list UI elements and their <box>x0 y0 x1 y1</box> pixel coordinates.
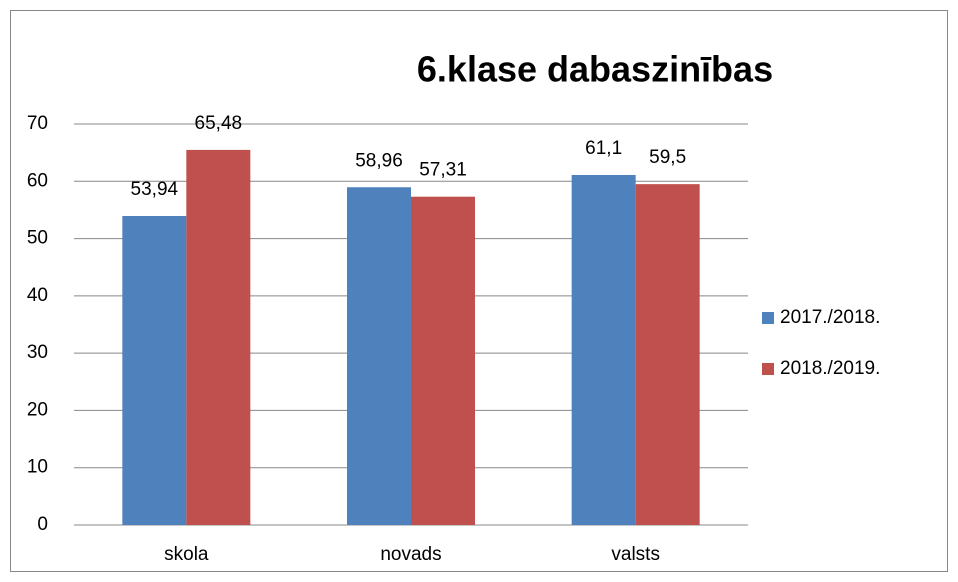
x-tick-label: novads <box>380 544 441 565</box>
value-label: 58,96 <box>355 150 403 171</box>
x-tick-label: valsts <box>611 544 660 565</box>
x-tick-label: skola <box>164 544 209 565</box>
y-tick-label: 30 <box>27 342 48 363</box>
value-label: 59,5 <box>649 147 686 168</box>
y-tick-label: 50 <box>27 228 48 249</box>
y-tick-label: 40 <box>27 285 48 306</box>
bar <box>635 184 700 525</box>
value-label: 61,1 <box>585 138 622 159</box>
legend-label: 2017./2018. <box>780 307 880 328</box>
legend-swatch <box>762 363 774 375</box>
value-label: 65,48 <box>195 113 243 134</box>
bar <box>571 174 636 525</box>
y-tick-label: 70 <box>27 113 48 134</box>
value-label: 57,31 <box>419 160 467 181</box>
bar <box>411 196 475 526</box>
y-tick-label: 0 <box>37 514 48 535</box>
y-tick-label: 60 <box>27 170 48 191</box>
value-label: 53,94 <box>131 179 179 200</box>
y-tick-label: 20 <box>27 399 48 420</box>
legend-swatch <box>762 312 774 324</box>
bar <box>347 187 411 526</box>
legend-label: 2018./2019. <box>780 358 880 379</box>
y-tick-label: 10 <box>27 457 48 478</box>
bar <box>186 149 251 526</box>
chart-title: 6.klase dabaszinības <box>417 49 773 90</box>
bar <box>122 216 187 525</box>
